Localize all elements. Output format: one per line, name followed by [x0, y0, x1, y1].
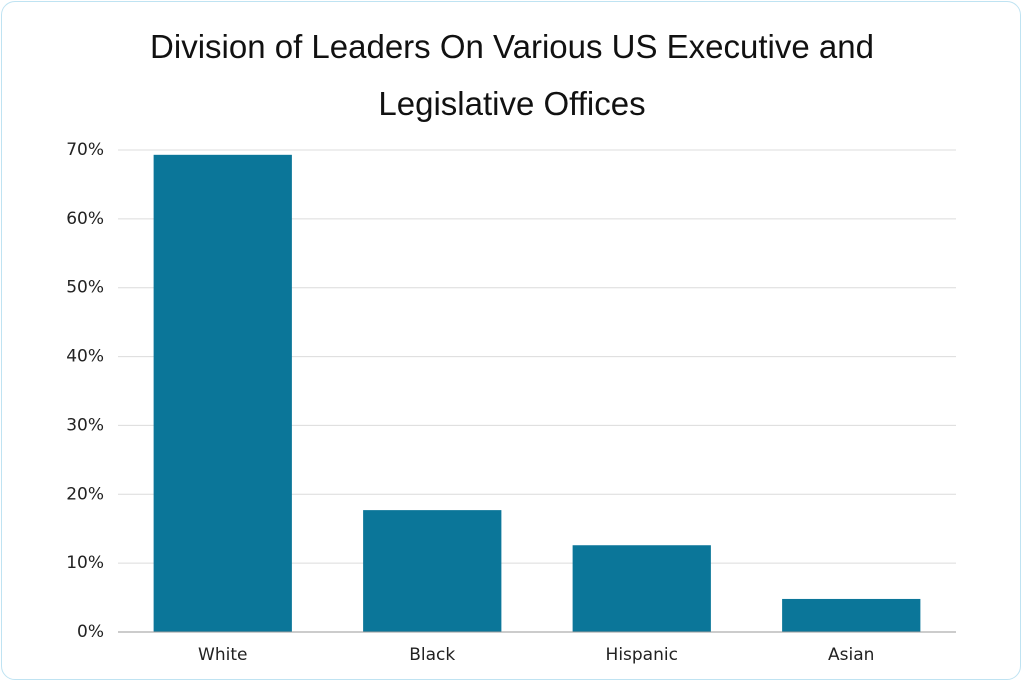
- y-tick-label: 70%: [66, 140, 104, 160]
- bar: [363, 510, 502, 632]
- bar: [153, 154, 292, 632]
- bar: [572, 545, 711, 632]
- y-tick-label: 0%: [77, 622, 104, 642]
- y-tick-label: 50%: [66, 278, 104, 298]
- y-tick-label: 60%: [66, 209, 104, 229]
- x-tick-label: White: [198, 645, 247, 665]
- bar: [782, 598, 921, 632]
- x-tick-label: Asian: [828, 645, 874, 665]
- y-tick-label: 10%: [66, 553, 104, 573]
- y-tick-label: 30%: [66, 415, 104, 435]
- x-tick-label: Black: [409, 645, 455, 665]
- chart-title: Division of Leaders On Various US Execut…: [150, 28, 874, 122]
- y-tick-label: 20%: [66, 484, 104, 504]
- x-tick-label: Hispanic: [606, 645, 678, 665]
- y-tick-label: 40%: [66, 347, 104, 367]
